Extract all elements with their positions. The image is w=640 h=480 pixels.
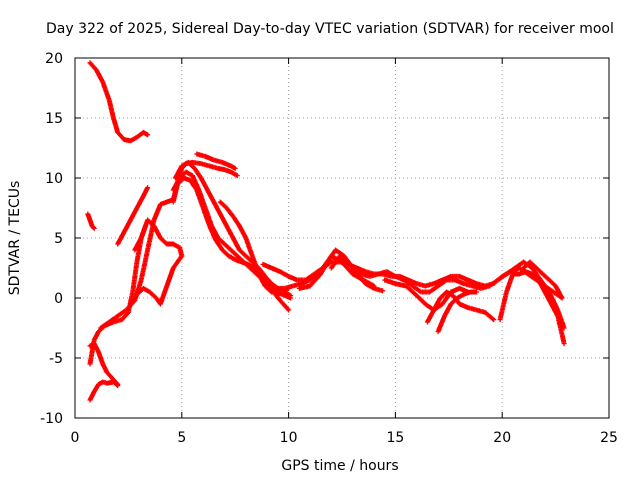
- series-trace-13: [172, 159, 294, 299]
- point-markers: [521, 259, 565, 301]
- series-trace-1: [87, 60, 151, 144]
- y-tick-label: 15: [45, 111, 63, 127]
- grid: [75, 58, 609, 418]
- x-tick-label: 25: [600, 430, 618, 446]
- series-trace-18: [328, 253, 386, 294]
- point-markers: [435, 289, 480, 335]
- point-markers: [497, 269, 567, 347]
- series-trace-9: [132, 217, 185, 259]
- y-tick-label: -5: [49, 351, 63, 367]
- point-markers: [172, 159, 294, 299]
- y-tick-label: 5: [54, 231, 63, 247]
- series-trace-6: [115, 185, 151, 247]
- point-markers: [87, 60, 151, 144]
- series-trace-16: [264, 247, 567, 331]
- y-tick-label: -10: [40, 411, 63, 427]
- point-markers: [194, 151, 238, 171]
- axis-ticks: 0 5 10 15 20 25 -10 -5 0 5 10 15 20: [40, 51, 618, 446]
- x-tick-label: 20: [493, 430, 511, 446]
- series-trace-8: [194, 151, 238, 171]
- point-markers: [115, 185, 151, 247]
- point-markers: [87, 379, 121, 403]
- series-trace-2: [85, 211, 97, 231]
- x-tick-label: 15: [386, 430, 404, 446]
- series-trace-21: [435, 289, 480, 335]
- point-markers: [134, 253, 185, 307]
- x-tick-label: 10: [280, 430, 298, 446]
- x-tick-label: 0: [71, 430, 80, 446]
- series-trace-23: [521, 259, 565, 301]
- y-tick-label: 0: [54, 291, 63, 307]
- y-tick-label: 10: [45, 171, 63, 187]
- x-axis-label: GPS time / hours: [281, 458, 398, 474]
- point-markers: [264, 247, 567, 331]
- x-tick-label: 5: [177, 430, 186, 446]
- series-trace-22: [497, 269, 567, 347]
- series-trace-4: [87, 379, 121, 403]
- point-markers: [85, 211, 97, 231]
- point-markers: [424, 289, 497, 325]
- series-trace-10: [134, 253, 185, 307]
- point-markers: [132, 217, 185, 259]
- point-markers: [328, 253, 386, 294]
- y-axis-label: SDTVAR / TECUs: [7, 181, 23, 296]
- chart-title: Day 322 of 2025, Sidereal Day-to-day VTE…: [46, 21, 614, 37]
- data-marks: [85, 60, 567, 403]
- y-tick-label: 20: [45, 51, 63, 67]
- series-trace-20: [424, 289, 497, 325]
